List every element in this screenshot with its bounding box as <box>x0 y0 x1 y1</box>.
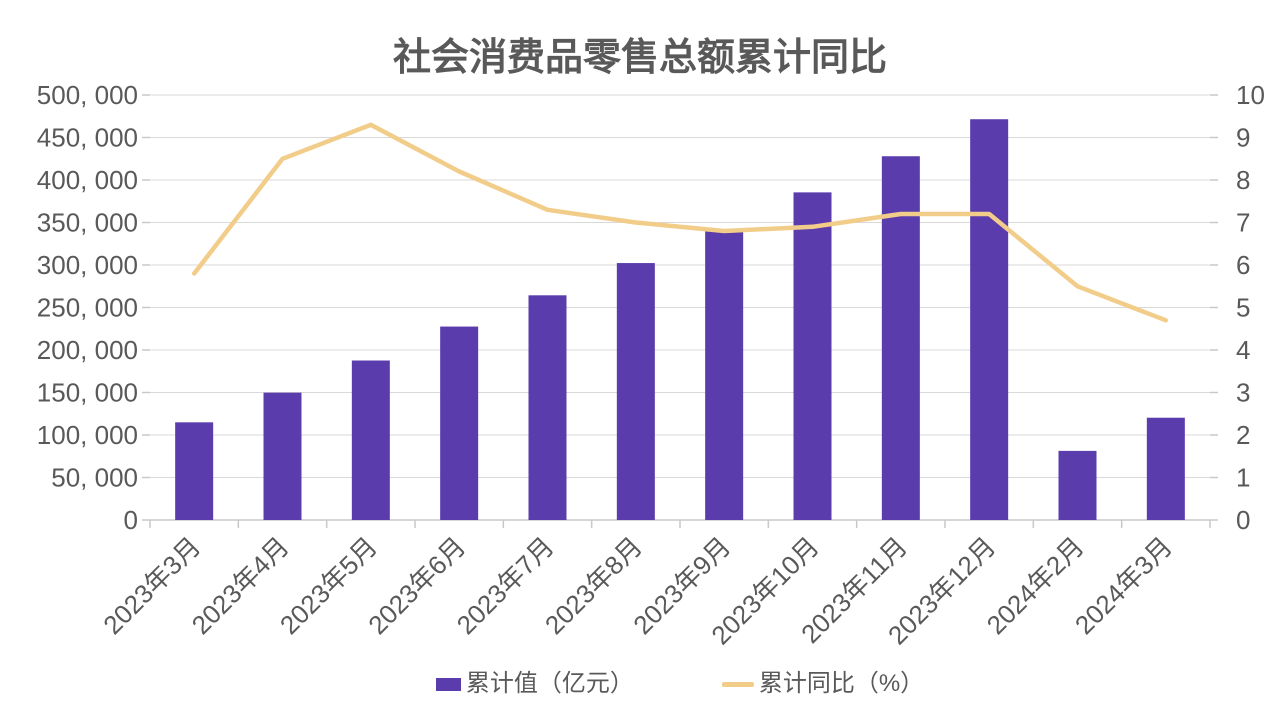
right-axis-tick-label: 1 <box>1236 463 1250 493</box>
line-series-swatch-icon <box>721 681 754 687</box>
bar-2023年12月 <box>970 119 1009 520</box>
bar-2023年7月 <box>528 295 567 520</box>
right-axis-tick-label: 0 <box>1236 505 1250 535</box>
bar-2024年2月 <box>1058 450 1097 520</box>
right-axis-tick-label: 8 <box>1236 165 1250 195</box>
right-axis-tick-label: 10 <box>1236 80 1265 110</box>
bar-2023年6月 <box>440 326 479 520</box>
left-axis-tick-label: 200, 000 <box>37 335 138 365</box>
left-axis-tick-label: 0 <box>124 505 138 535</box>
right-axis-tick-label: 7 <box>1236 208 1250 238</box>
left-axis-tick-label: 100, 000 <box>37 420 138 450</box>
right-axis-tick-label: 6 <box>1236 250 1250 280</box>
bar-2023年11月 <box>881 156 920 520</box>
right-axis-tick-label: 5 <box>1236 293 1250 323</box>
left-axis-tick-label: 50, 000 <box>51 463 138 493</box>
bar-2023年9月 <box>705 229 744 520</box>
bar-2023年10月 <box>793 192 832 520</box>
bar-2023年5月 <box>351 360 390 520</box>
right-axis-tick-label: 2 <box>1236 420 1250 450</box>
left-axis-tick-label: 400, 000 <box>37 165 138 195</box>
bar-2023年8月 <box>616 263 655 520</box>
left-axis-tick-label: 450, 000 <box>37 123 138 153</box>
bar-series-label: 累计值（亿元） <box>465 670 634 697</box>
bar-series-swatch-icon <box>435 677 461 691</box>
trend-line <box>191 122 1169 323</box>
x-axis-tick-label: 2024年3月 <box>1069 531 1178 640</box>
legend-item-bar-series: 累计值（亿元） <box>435 670 634 697</box>
bar-2023年4月 <box>263 392 302 520</box>
right-axis-tick-label: 9 <box>1236 123 1250 153</box>
line-series-label: 累计同比（%） <box>758 670 925 697</box>
chart-title: 社会消费品零售总额累计同比 <box>392 37 887 79</box>
bar-2023年3月 <box>175 422 214 520</box>
legend: 累计值（亿元） 累计同比（%） <box>150 664 1210 704</box>
left-axis-tick-label: 500, 000 <box>37 80 138 110</box>
bar-2024年3月 <box>1146 417 1185 520</box>
right-axis-tick-label: 4 <box>1236 335 1250 365</box>
legend-item-line-series: 累计同比（%） <box>721 670 925 697</box>
left-axis-tick-label: 150, 000 <box>37 378 138 408</box>
left-axis-tick-label: 300, 000 <box>37 250 138 280</box>
right-axis-tick-label: 3 <box>1236 378 1250 408</box>
left-axis-tick-label: 350, 000 <box>37 208 138 238</box>
left-axis-tick-label: 250, 000 <box>37 293 138 323</box>
